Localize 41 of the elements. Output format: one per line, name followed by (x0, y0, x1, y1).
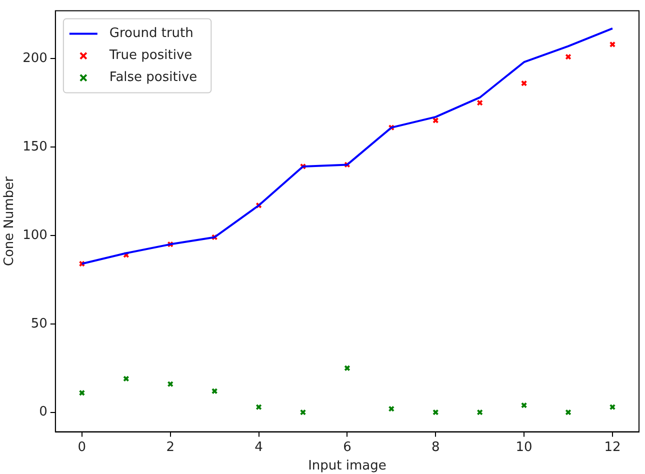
point (78, 390, 86, 396)
x-tick-label: 10 (516, 440, 532, 455)
point (123, 252, 130, 258)
y-tick-label: 50 (30, 316, 48, 332)
point (565, 54, 572, 60)
point (388, 406, 395, 412)
x-axis-title: Input image (308, 458, 386, 474)
point (520, 402, 528, 408)
point (256, 202, 262, 208)
legend-label: False positive (109, 70, 198, 86)
point (211, 234, 218, 240)
y-axis-title: Cone Number (2, 176, 18, 266)
point (609, 41, 616, 48)
y-tick-label: 100 (22, 228, 48, 243)
x-tick-label: 0 (78, 440, 86, 455)
x-tick-label: 2 (166, 440, 175, 455)
y-tick-label: 200 (22, 50, 48, 66)
point (344, 162, 350, 168)
point (520, 80, 528, 86)
point (565, 409, 572, 416)
point (432, 409, 439, 416)
point (432, 117, 439, 124)
x-tick-label: 4 (254, 440, 263, 455)
point (256, 404, 262, 410)
legend-label: Ground truth (109, 26, 194, 42)
y-tick-label: 150 (22, 139, 48, 154)
point (476, 100, 483, 106)
point (167, 380, 174, 388)
point (123, 376, 130, 382)
x-tick-label: 6 (343, 440, 352, 455)
point (476, 409, 483, 416)
point (167, 241, 174, 248)
x-tick-label: 8 (431, 440, 440, 455)
point (609, 404, 616, 410)
point (78, 260, 86, 267)
point (344, 365, 350, 372)
legend-label: True positive (108, 48, 192, 64)
point (211, 388, 218, 394)
x-tick-label: 12 (604, 440, 621, 455)
point (300, 409, 306, 416)
y-tick-label: 0 (39, 404, 48, 420)
